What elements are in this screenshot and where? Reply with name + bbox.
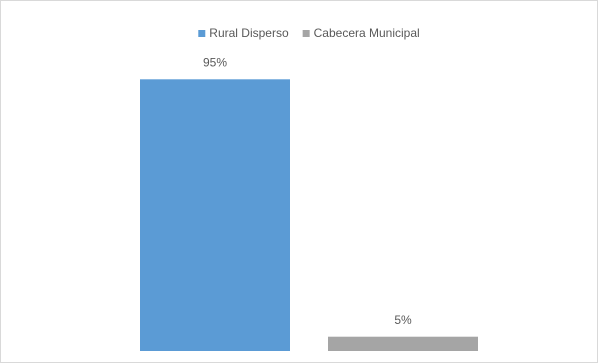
- bar: [328, 336, 478, 351]
- legend-swatch: [302, 30, 310, 37]
- legend-label: Cabecera Municipal: [314, 26, 420, 40]
- legend-label: Rural Disperso: [209, 26, 289, 40]
- data-label: 5%: [394, 313, 412, 327]
- bar: [140, 79, 290, 352]
- data-label: 95%: [203, 55, 227, 69]
- legend-swatch: [198, 30, 206, 37]
